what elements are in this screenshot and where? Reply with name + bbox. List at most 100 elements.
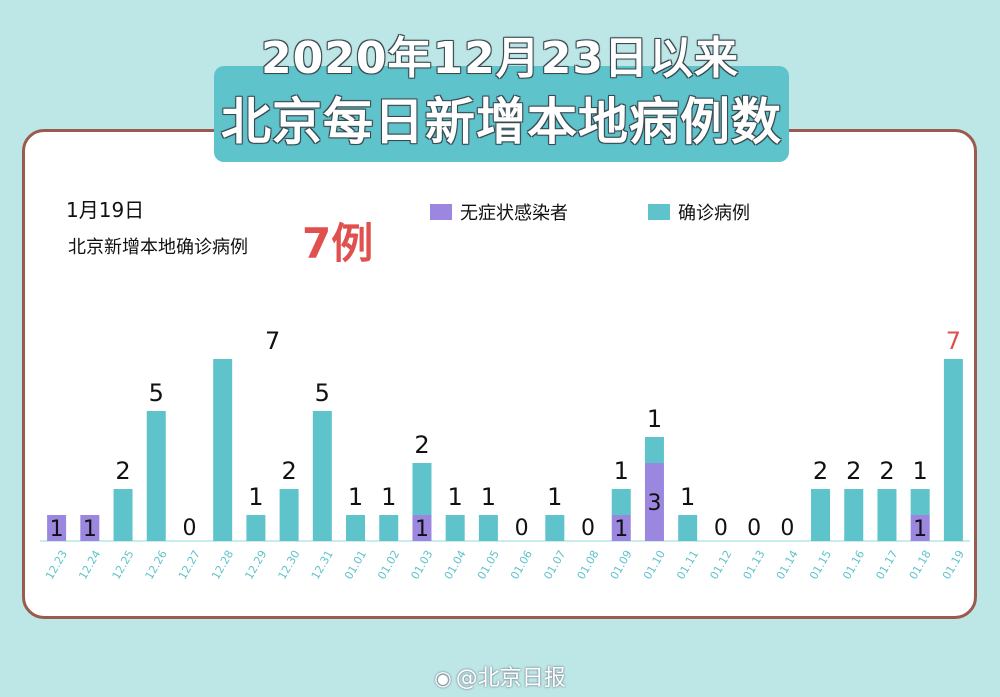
title-banner (214, 66, 789, 162)
data-label-confirmed: 1 (547, 483, 562, 511)
x-tick-label: 12.29 (242, 548, 269, 582)
bar-confirmed (279, 489, 299, 541)
x-tick-label: 01.12 (707, 548, 734, 582)
data-label-confirmed: 7 (265, 327, 280, 355)
x-tick-label: 12.24 (76, 548, 103, 582)
x-tick-label: 01.07 (541, 548, 568, 582)
bar-confirmed (877, 489, 897, 541)
chart-title-line1: 2020年12月23日以来 (261, 33, 739, 84)
legend-swatch-asymptomatic (430, 204, 452, 220)
date-label: 1月19日 (66, 198, 145, 222)
x-tick-label: 01.16 (840, 548, 867, 582)
bar-asymptomatic (47, 515, 67, 541)
x-tick-label: 01.05 (475, 548, 502, 582)
data-label-asymptomatic: 1 (83, 517, 97, 542)
data-label-asymptomatic: 1 (913, 517, 927, 542)
data-label-confirmed: 1 (448, 483, 463, 511)
bar-confirmed (379, 515, 399, 541)
bar-confirmed (213, 359, 233, 541)
data-label: 0 (182, 516, 196, 541)
x-tick-label: 01.10 (641, 548, 668, 582)
bar-confirmed (478, 515, 498, 541)
legend-asymptomatic: 无症状感染者 (430, 199, 568, 225)
legend-label-asymptomatic: 无症状感染者 (460, 203, 568, 224)
bar-asymptomatic (80, 515, 100, 541)
x-tick-label: 12.27 (176, 548, 203, 582)
data-label: 0 (714, 516, 728, 541)
x-tick-label: 01.17 (873, 548, 900, 582)
data-label-confirmed: 5 (149, 379, 164, 407)
x-tick-label: 01.13 (741, 548, 768, 582)
data-label-confirmed: 1 (647, 405, 662, 433)
data-label-confirmed: 1 (381, 483, 396, 511)
legend-confirmed: 确诊病例 (648, 199, 750, 225)
weibo-icon: ◉ (434, 666, 452, 690)
x-tick-label: 01.04 (442, 548, 469, 582)
data-label-confirmed: 1 (481, 483, 496, 511)
bar-confirmed (346, 515, 366, 541)
highlight-count: 7例 (302, 219, 374, 268)
data-label: 0 (780, 516, 794, 541)
data-label-asymptomatic: 3 (647, 491, 661, 516)
bar-asymptomatic (644, 463, 664, 541)
bar-asymptomatic (910, 515, 930, 541)
x-tick-label: 01.01 (342, 548, 369, 582)
data-label-confirmed: 2 (813, 457, 828, 485)
data-label: 0 (581, 516, 595, 541)
data-label-confirmed: 1 (614, 457, 629, 485)
x-tick-label: 01.09 (608, 548, 635, 582)
bar-confirmed (910, 489, 930, 515)
x-tick-label: 01.15 (807, 548, 834, 582)
bar-confirmed (678, 515, 698, 541)
bar-confirmed (943, 359, 963, 541)
watermark-text: @北京日报 (455, 666, 566, 691)
watermark: ◉ @北京日报 (0, 660, 1000, 692)
data-label-asymptomatic: 1 (415, 517, 429, 542)
data-label: 0 (515, 516, 529, 541)
x-tick-label: 12.30 (276, 548, 303, 582)
data-label: 0 (747, 516, 761, 541)
x-tick-label: 12.28 (209, 548, 236, 582)
data-label-confirmed: 1 (248, 483, 263, 511)
x-tick-label: 01.18 (907, 548, 934, 582)
x-tick-label: 01.02 (375, 548, 402, 582)
x-tick-label: 01.03 (408, 548, 435, 582)
bar-confirmed (644, 437, 664, 463)
bar-confirmed (445, 515, 465, 541)
bar-confirmed (113, 489, 133, 541)
chart-title-line2: 北京每日新增本地病例数 (221, 93, 782, 151)
bar-confirmed (146, 411, 166, 541)
data-label-asymptomatic: 1 (614, 517, 628, 542)
x-tick-label: 01.11 (674, 548, 701, 582)
bar-confirmed (312, 411, 332, 541)
x-tick-label: 01.06 (508, 548, 535, 582)
x-tick-label: 12.26 (143, 548, 170, 582)
data-label-confirmed: 2 (846, 457, 861, 485)
data-label-confirmed: 2 (115, 457, 130, 485)
bar-confirmed (246, 515, 266, 541)
bar-confirmed (844, 489, 864, 541)
data-label-confirmed: 1 (348, 483, 363, 511)
x-tick-label: 12.31 (309, 548, 336, 582)
subtitle-label: 北京新增本地确诊病例 (68, 237, 248, 258)
x-tick-label: 01.19 (940, 548, 967, 582)
data-label-confirmed: 2 (879, 457, 894, 485)
x-tick-label: 01.08 (575, 548, 602, 582)
data-label-confirmed: 7 (946, 327, 961, 355)
bar-asymptomatic (412, 515, 432, 541)
bar-confirmed (811, 489, 831, 541)
bar-confirmed (611, 489, 631, 515)
bar-confirmed (412, 463, 432, 515)
bar-confirmed (545, 515, 565, 541)
legend-label-confirmed: 确诊病例 (678, 203, 750, 224)
data-label-asymptomatic: 1 (50, 517, 64, 542)
data-label-confirmed: 1 (680, 483, 695, 511)
data-label-confirmed: 5 (315, 379, 330, 407)
bar-asymptomatic (611, 515, 631, 541)
x-tick-label: 01.14 (774, 548, 801, 582)
x-tick-label: 12.23 (43, 548, 70, 582)
data-label-confirmed: 2 (281, 457, 296, 485)
x-tick-label: 12.25 (110, 548, 137, 582)
data-label-confirmed: 1 (913, 457, 928, 485)
